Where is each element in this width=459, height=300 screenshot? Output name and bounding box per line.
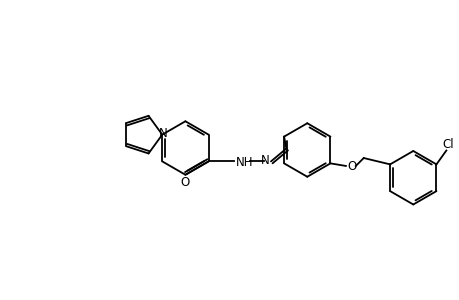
Text: NH: NH [236,156,253,169]
Text: N: N [260,154,269,167]
Text: O: O [347,160,356,173]
Text: Cl: Cl [442,138,453,151]
Text: N: N [158,127,167,140]
Text: O: O [180,176,190,189]
